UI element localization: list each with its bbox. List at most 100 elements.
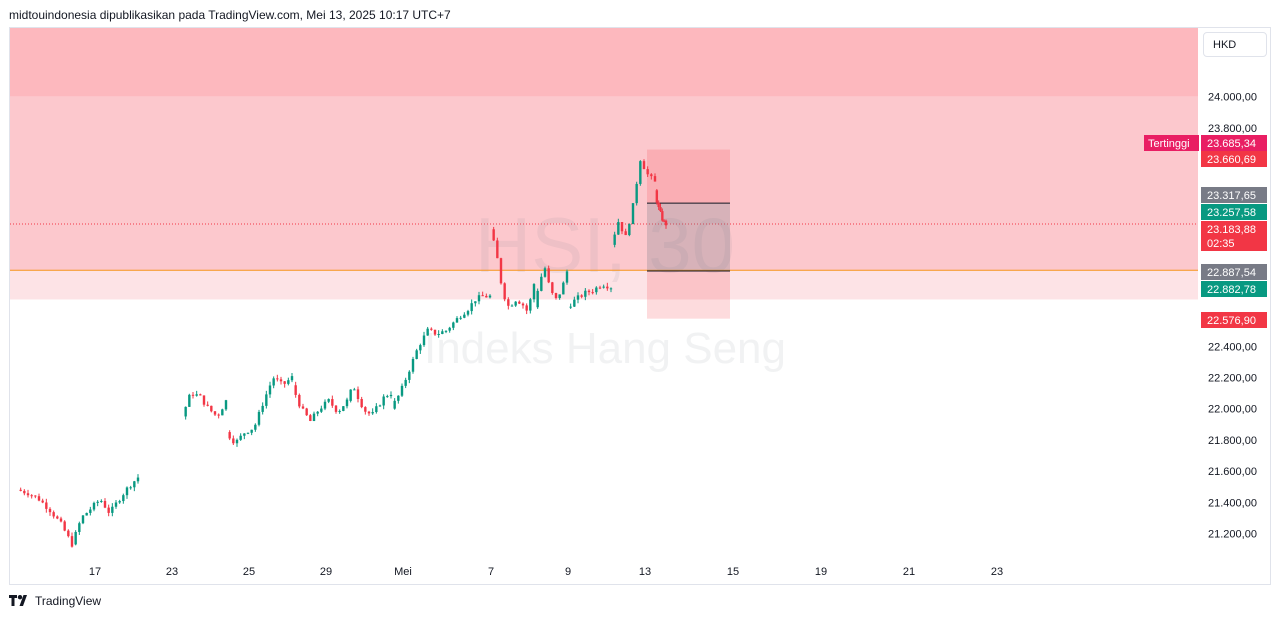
candle-body: [111, 506, 114, 513]
candle-body: [287, 380, 290, 384]
x-tick-label: Mei: [394, 566, 412, 578]
candle-body: [272, 378, 275, 386]
candle-body: [221, 409, 224, 416]
currency-button[interactable]: HKD: [1203, 32, 1267, 57]
price-label-text: 23.317,65: [1207, 190, 1256, 202]
candle-body: [397, 395, 400, 401]
candle-body: [470, 303, 473, 312]
price-axis: 24.000,00 23.800,00 22.400,00 22.200,00 22.0…: [1208, 92, 1257, 541]
price-label-text: 22.887,54: [1207, 267, 1256, 279]
candle-body: [591, 292, 594, 294]
price-tag-text: Tertinggi: [1148, 138, 1190, 150]
x-tick-label: 17: [89, 566, 101, 578]
candle-body: [353, 389, 356, 391]
candle-body: [312, 413, 316, 421]
candle-body: [276, 378, 279, 380]
candle-body: [45, 502, 48, 509]
candle-body: [301, 406, 305, 409]
candle-body: [133, 481, 136, 488]
candle-body: [661, 211, 664, 221]
candle-body: [19, 489, 22, 491]
candle-body: [609, 288, 613, 290]
y-tick-label: 21.800,00: [1208, 435, 1257, 447]
candle-body: [496, 240, 499, 259]
candle-body: [536, 290, 539, 308]
candles-layer: [19, 159, 668, 548]
y-tick-label: 24.000,00: [1208, 92, 1257, 104]
candle-body: [437, 333, 440, 335]
candle-body: [613, 234, 616, 245]
candle-body: [85, 512, 88, 516]
watermark-symbol: HSI, 30: [475, 201, 735, 289]
candle-body: [448, 327, 451, 331]
candle-body: [499, 258, 503, 284]
candle-body: [463, 314, 466, 318]
candle-body: [543, 268, 547, 277]
tradingview-logo-icon: [9, 595, 27, 606]
tradingview-brand-label: TradingView: [35, 594, 102, 608]
tradingview-brand[interactable]: TradingView: [9, 594, 101, 608]
lines-layer: [10, 223, 1198, 271]
candle-body: [331, 399, 334, 406]
candle-body: [664, 220, 668, 226]
candle-body: [107, 507, 110, 513]
time-axis: 17 23 25 29 Mei 7 9 13 15 19 21 23: [89, 566, 1003, 578]
candle-body: [78, 523, 81, 532]
candle-body: [518, 301, 521, 304]
candle-body: [136, 477, 140, 482]
price-tag-box: [1144, 135, 1199, 151]
candle-body: [342, 406, 345, 411]
candle-body: [532, 284, 536, 300]
candle-body: [650, 174, 653, 177]
y-tick-label: 22.200,00: [1208, 372, 1257, 384]
candle-body: [466, 311, 470, 315]
candle-body: [584, 290, 587, 297]
candle-body: [364, 407, 367, 412]
candle-body: [63, 521, 66, 531]
x-tick-label: 13: [639, 566, 651, 578]
candle-body: [338, 410, 341, 412]
price-label-box: [1201, 312, 1267, 328]
candle-body: [565, 271, 569, 283]
price-labels-layer: 23.685,34 Tertinggi 23.660,69 23.317,65 23.2…: [1144, 135, 1267, 328]
candle-body: [642, 161, 646, 170]
price-label-text: 22.576,90: [1207, 315, 1256, 327]
candle-body: [602, 286, 605, 288]
candle-body: [199, 394, 202, 396]
candle-body: [114, 502, 118, 507]
candle-body: [360, 399, 363, 408]
candle-body: [631, 203, 635, 225]
candle-body: [298, 394, 301, 407]
candle-body: [503, 283, 506, 300]
candle-body: [455, 318, 459, 323]
candle-body: [195, 394, 198, 396]
x-tick-label: 19: [815, 566, 827, 578]
candle-body: [210, 405, 213, 412]
candle-body: [23, 490, 26, 494]
chart-frame[interactable]: [9, 27, 1271, 585]
candle-body: [356, 389, 360, 400]
candle-body: [70, 536, 74, 547]
candle-body: [375, 406, 378, 413]
box-risk-top: [647, 149, 730, 204]
candle-body: [279, 379, 283, 382]
candle-body: [653, 176, 657, 182]
candle-body: [576, 295, 580, 300]
candle-body: [404, 379, 407, 386]
candle-body: [59, 518, 63, 522]
candle-body: [415, 350, 418, 359]
candle-body: [662, 220, 666, 222]
candle-body: [525, 305, 528, 311]
candle-body: [30, 495, 33, 497]
zones-layer: [10, 28, 1198, 300]
candle-body: [562, 282, 565, 295]
candle-body: [309, 415, 312, 421]
price-label-text: 22.882,78: [1207, 284, 1256, 296]
candle-body: [400, 385, 404, 396]
candle-body: [540, 276, 543, 291]
candle-body: [232, 438, 235, 444]
candle-body: [389, 394, 393, 397]
box-risk-bottom: [647, 270, 730, 319]
x-tick-label: 29: [320, 566, 332, 578]
